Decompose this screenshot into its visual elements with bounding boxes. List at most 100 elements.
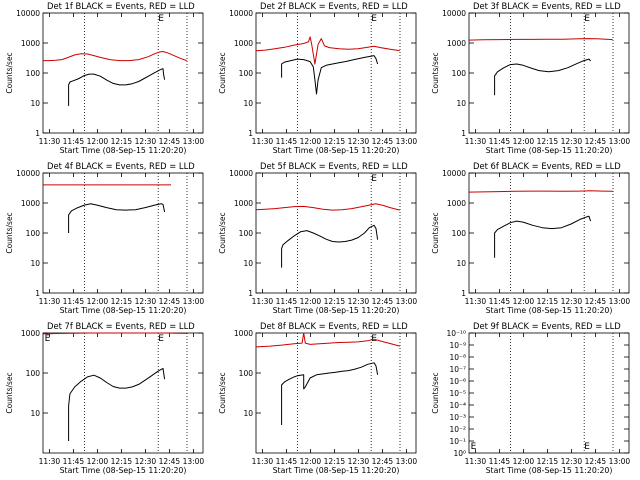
y-tick-label: 1000 [234, 199, 253, 208]
panel-title: Det 6f BLACK = Events, RED = LLD [473, 161, 621, 171]
x-tick-label: 11:45 [489, 137, 511, 146]
y-tick-label: 10⁻³ [449, 413, 466, 422]
x-tick-label: 12:00 [513, 457, 535, 466]
x-tick-label: 12:30 [135, 297, 157, 306]
event-marker: E [584, 14, 590, 24]
x-tick-label: 11:45 [489, 297, 511, 306]
plot-frame [255, 332, 417, 454]
y-axis-label: Counts/sec [5, 212, 14, 253]
x-tick-label: 13:00 [396, 297, 418, 306]
x-tick-label: 12:30 [561, 137, 583, 146]
y-axis-label: Counts/sec [5, 52, 14, 93]
x-tick-label: 11:30 [465, 137, 487, 146]
x-tick-label: 12:45 [372, 297, 394, 306]
panel-title: Det 5f BLACK = Events, RED = LLD [260, 161, 408, 171]
x-tick-label: 12:00 [87, 457, 109, 466]
x-tick-label: 11:45 [63, 457, 85, 466]
x-tick-label: 12:00 [300, 297, 322, 306]
x-tick-label: 12:15 [111, 137, 133, 146]
events-series-line [68, 68, 166, 106]
x-tick-label: 12:15 [111, 297, 133, 306]
y-tick-label: 10 [30, 259, 40, 268]
x-tick-label: 12:30 [348, 457, 370, 466]
y-tick-label: 1 [461, 129, 466, 138]
x-tick-label: 12:45 [372, 137, 394, 146]
events-series-line [494, 215, 592, 258]
x-tick-label: 12:00 [513, 137, 535, 146]
x-tick-label: 11:30 [465, 297, 487, 306]
y-tick-label: 100 [239, 229, 254, 238]
x-tick-label: 12:45 [585, 137, 607, 146]
event-marker: E [371, 174, 377, 184]
detector-panel: Det 9f BLACK = Events, RED = LLD 10⁰ 10⁻¹ 1… [431, 321, 630, 475]
x-tick-label: 12:15 [324, 297, 346, 306]
panel-title: Det 1f BLACK = Events, RED = LLD [47, 1, 195, 11]
y-tick-label: 1000 [21, 199, 40, 208]
x-axis-label: Start Time (08-Sep-15 11:20:20) [60, 466, 187, 475]
x-tick-label: 12:45 [585, 297, 607, 306]
y-tick-label: 10000 [442, 9, 466, 18]
y-tick-label: 1 [248, 129, 253, 138]
plot-frame [255, 172, 417, 294]
events-series-line [494, 58, 591, 96]
x-tick-label: 11:45 [63, 137, 85, 146]
x-axis-label: Start Time (08-Sep-15 11:20:20) [60, 306, 187, 315]
x-tick-label: 12:30 [348, 137, 370, 146]
panel-title: Det 9f BLACK = Events, RED = LLD [473, 321, 621, 331]
y-tick-label: 100 [452, 69, 467, 78]
lld-series-line [255, 203, 400, 211]
plot-frame [42, 12, 204, 134]
x-tick-label: 13:00 [183, 297, 205, 306]
y-tick-label: 10⁻⁶ [449, 377, 466, 386]
detector-panel: Det 2f BLACK = Events, RED = LLD 1 10 100 10… [218, 1, 417, 155]
detector-panel: Det 8f BLACK = Events, RED = LLD 10 100 100… [218, 321, 417, 475]
x-tick-label: 12:30 [561, 297, 583, 306]
x-tick-label: 13:00 [183, 457, 205, 466]
y-tick-label: 10000 [229, 169, 253, 178]
y-tick-label: 10000 [16, 169, 40, 178]
y-tick-label: 100 [239, 69, 254, 78]
x-tick-label: 12:30 [135, 457, 157, 466]
y-axis-label: Counts/sec [431, 372, 440, 413]
panel-title: Det 7f BLACK = Events, RED = LLD [47, 321, 195, 331]
plot-frame [255, 12, 417, 134]
x-tick-label: 12:30 [348, 297, 370, 306]
y-tick-label: 10 [243, 99, 253, 108]
plot-frame [42, 172, 204, 294]
detector-panel: Det 4f BLACK = Events, RED = LLD 1 10 100 10… [5, 161, 204, 315]
x-tick-label: 13:00 [396, 457, 418, 466]
x-tick-label: 13:00 [183, 137, 205, 146]
x-axis-label: Start Time (08-Sep-15 11:20:20) [273, 306, 400, 315]
plot-frame [42, 332, 204, 454]
y-tick-label: 1 [35, 289, 40, 298]
x-tick-label: 12:00 [87, 137, 109, 146]
event-marker: E [45, 334, 51, 344]
x-tick-label: 11:30 [39, 137, 61, 146]
x-tick-label: 12:00 [300, 137, 322, 146]
panel-title: Det 4f BLACK = Events, RED = LLD [47, 161, 195, 171]
events-series-line [281, 55, 379, 95]
x-tick-label: 12:45 [159, 457, 181, 466]
detector-panel: Det 3f BLACK = Events, RED = LLD 1 10 100 10… [431, 1, 630, 155]
y-tick-label: 1000 [21, 39, 40, 48]
panel-title: Det 8f BLACK = Events, RED = LLD [260, 321, 408, 331]
y-axis-label: Counts/sec [431, 52, 440, 93]
events-series-line [281, 224, 379, 268]
x-tick-label: 12:15 [324, 457, 346, 466]
y-tick-label: 100 [452, 229, 467, 238]
y-axis-label: Counts/sec [218, 212, 227, 253]
detector-panel: Det 7f BLACK = Events, RED = LLD 10 100 100… [5, 321, 204, 475]
x-tick-label: 11:45 [276, 137, 298, 146]
x-tick-label: 11:30 [39, 297, 61, 306]
y-tick-label: 10 [456, 99, 466, 108]
y-axis-label: Counts/sec [5, 372, 14, 413]
x-tick-label: 12:45 [159, 137, 181, 146]
event-marker: E [471, 442, 477, 452]
x-tick-label: 11:30 [39, 457, 61, 466]
lld-series-line [42, 332, 187, 335]
y-tick-label: 10 [243, 409, 253, 418]
x-axis-label: Start Time (08-Sep-15 11:20:20) [486, 306, 613, 315]
event-marker: E [158, 14, 164, 24]
y-tick-label: 1 [461, 289, 466, 298]
